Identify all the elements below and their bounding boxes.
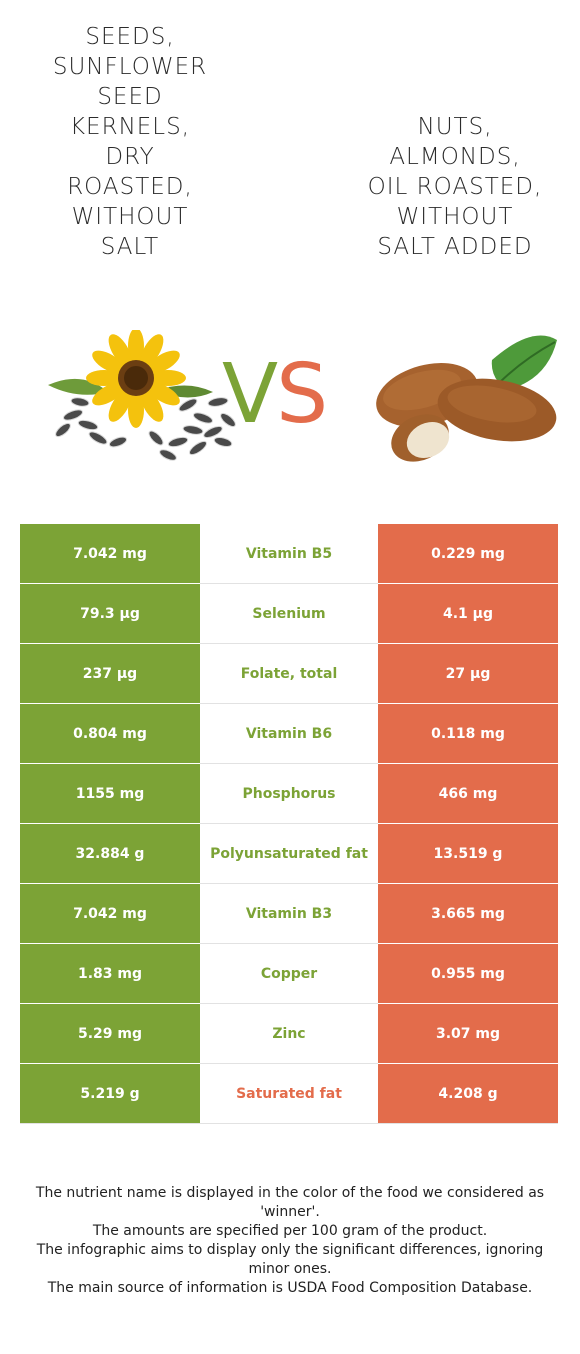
left-food-value: 1155 mg [20, 764, 200, 824]
nutrient-name: Selenium [200, 584, 378, 644]
nutrient-name: Saturated fat [200, 1064, 378, 1124]
footer-notes: The nutrient name is displayed in the co… [20, 1184, 560, 1298]
table-row: 0.804 mg Vitamin B6 0.118 mg [20, 704, 558, 764]
footer-line-differences: The infographic aims to display only the… [36, 1242, 544, 1277]
table-row: 1155 mg Phosphorus 466 mg [20, 764, 558, 824]
right-food-value: 0.118 mg [378, 704, 558, 764]
left-food-value: 7.042 mg [20, 524, 200, 584]
left-food-value: 0.804 mg [20, 704, 200, 764]
food-left-title: Seeds, sunflower seed kernels, dry roast… [52, 24, 208, 260]
table-row: 1.83 mg Copper 0.955 mg [20, 944, 558, 1004]
versus-label: VS [222, 347, 328, 442]
left-food-value: 7.042 mg [20, 884, 200, 944]
nutrient-name: Vitamin B5 [200, 524, 378, 584]
table-row: 5.219 g Saturated fat 4.208 g [20, 1064, 558, 1124]
footer-line-per-100g: The amounts are specified per 100 gram o… [92, 1223, 488, 1239]
right-food-value: 3.07 mg [378, 1004, 558, 1064]
table-row: 7.042 mg Vitamin B5 0.229 mg [20, 524, 558, 584]
nutrient-name: Vitamin B6 [200, 704, 378, 764]
nutrient-comparison-table: 7.042 mg Vitamin B5 0.229 mg 79.3 µg Seleniu… [20, 524, 558, 1124]
footer-line-winner: The nutrient name is displayed in the co… [35, 1185, 545, 1220]
vs-letter-v: V [222, 347, 278, 442]
food-right-title: Nuts, almonds, oil roasted, without salt… [367, 114, 543, 260]
nutrient-name: Copper [200, 944, 378, 1004]
left-food-value: 237 µg [20, 644, 200, 704]
right-food-value: 3.665 mg [378, 884, 558, 944]
right-food-value: 0.955 mg [378, 944, 558, 1004]
sunflower-seeds-image [48, 330, 236, 461]
table-row: 5.29 mg Zinc 3.07 mg [20, 1004, 558, 1064]
left-food-value: 5.29 mg [20, 1004, 200, 1064]
table-row: 7.042 mg Vitamin B3 3.665 mg [20, 884, 558, 944]
nutrient-name: Vitamin B3 [200, 884, 378, 944]
left-food-value: 5.219 g [20, 1064, 200, 1124]
right-food-value: 4.208 g [378, 1064, 558, 1124]
table-row: 32.884 g Polyunsaturated fat 13.519 g [20, 824, 558, 884]
vs-letter-s: S [276, 347, 328, 442]
left-food-value: 32.884 g [20, 824, 200, 884]
right-food-value: 13.519 g [378, 824, 558, 884]
nutrient-name: Zinc [200, 1004, 378, 1064]
nutrient-name: Polyunsaturated fat [200, 824, 378, 884]
right-food-value: 27 µg [378, 644, 558, 704]
nutrient-name: Phosphorus [200, 764, 378, 824]
right-food-value: 466 mg [378, 764, 558, 824]
almonds-image [376, 335, 557, 462]
table-row: 237 µg Folate, total 27 µg [20, 644, 558, 704]
footer-line-source: The main source of information is USDA F… [47, 1280, 533, 1296]
left-food-value: 1.83 mg [20, 944, 200, 1004]
right-food-value: 0.229 mg [378, 524, 558, 584]
left-food-value: 79.3 µg [20, 584, 200, 644]
nutrient-name: Folate, total [200, 644, 378, 704]
right-food-value: 4.1 µg [378, 584, 558, 644]
table-row: 79.3 µg Selenium 4.1 µg [20, 584, 558, 644]
